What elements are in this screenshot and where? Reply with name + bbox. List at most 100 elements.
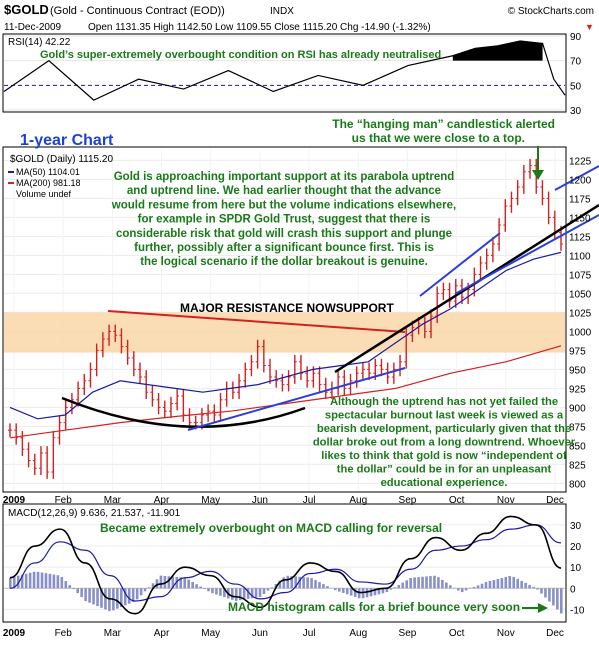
macd-histogram-bar	[556, 588, 559, 610]
macd-histogram-bar	[147, 587, 151, 589]
macd-histogram-bar	[389, 588, 393, 590]
macd-histogram-bar	[84, 588, 87, 602]
x-tick-label-macd: Sep	[399, 628, 417, 639]
macd-histogram-bar	[326, 586, 329, 589]
x-tick-label: Jul	[303, 495, 316, 506]
price-tick-label: 975	[569, 346, 586, 357]
macd-tick-label: -10	[570, 605, 585, 616]
macd-histogram-bar	[16, 575, 20, 589]
parabola-uptrend	[61, 396, 306, 429]
rsi-label: RSI(14) 42.22	[8, 37, 71, 48]
price-tick-label: 1075	[569, 270, 592, 281]
x-tick-label: Mar	[104, 495, 122, 506]
macd-histogram-bar	[159, 575, 163, 589]
macd-histogram-bar	[338, 588, 341, 592]
hanging-man-arrowhead	[532, 170, 544, 180]
macd-histogram-bar	[377, 588, 381, 595]
x-tick-label-macd: 2009	[3, 628, 26, 639]
annotation-line: spectacular burnout last week is viewed …	[325, 410, 564, 422]
macd-histogram-bar	[223, 588, 226, 598]
macd-histogram-bar	[504, 576, 508, 589]
price-tick-label: 1150	[569, 213, 591, 224]
macd-histogram-bar	[488, 581, 492, 589]
macd-histogram-bar	[108, 588, 111, 612]
macd-histogram-bar	[123, 588, 127, 606]
annotation-line: and uptrend line. We had earlier thought…	[127, 185, 441, 197]
macd-histogram-bar	[310, 578, 313, 589]
macd-tick-label: 10	[570, 563, 582, 574]
macd-histogram-bar	[318, 582, 321, 589]
x-tick-label-macd: Mar	[104, 628, 122, 639]
macd-annotation-top: Became extremely overbought on MACD call…	[100, 521, 442, 535]
macd-histogram-bar	[266, 588, 270, 591]
macd-histogram-bar	[131, 588, 135, 602]
stockcharts-watermark: © StockCharts.com	[508, 6, 594, 17]
annotation-line: would resume from here but the volume in…	[111, 199, 456, 211]
macd-histogram-bar	[476, 585, 480, 589]
macd-histogram-bar	[60, 577, 64, 589]
x-tick-label-macd: Dec	[546, 628, 564, 639]
macd-histogram-bar	[52, 574, 56, 589]
macd-histogram	[9, 571, 563, 614]
price-tick-label: 850	[569, 441, 586, 452]
macd-histogram-bar	[516, 578, 519, 589]
rsi-overbought-area	[452, 40, 543, 61]
macd-histogram-bar	[449, 585, 452, 589]
macd-histogram-bar	[393, 587, 397, 589]
macd-histogram-bar	[76, 588, 79, 594]
annotation-line: likes to think that gold is now “indepen…	[321, 450, 567, 462]
macd-histogram-bar	[425, 576, 428, 589]
macd-histogram-bar	[298, 576, 301, 589]
rsi-series	[3, 40, 566, 101]
macd-histogram-bar	[262, 588, 266, 595]
macd-histogram-bar	[139, 588, 143, 596]
resistance-band	[4, 312, 565, 353]
macd-histogram-bar	[116, 588, 119, 609]
macd-histogram-bar	[92, 588, 95, 605]
rsi-tick-label: 90	[570, 32, 582, 43]
macd-histogram-bar	[345, 588, 349, 595]
hanging-man-annotation: The “hanging man” candlestick alerted us…	[332, 117, 555, 180]
chart-quote: Open 1131.35 High 1142.50 Low 1109.55 Cl…	[88, 22, 431, 33]
hanging-man-line-1: The “hanging man” candlestick alerted	[332, 117, 555, 131]
macd-histogram-bar	[484, 582, 488, 589]
annotation-line: bearish development, particularly given …	[317, 423, 571, 435]
rsi-tick-label: 30	[570, 106, 582, 117]
macd-label: MACD(12,26,9) 9.636, 21.537, -11.901	[8, 508, 181, 519]
macd-histogram-bar	[80, 588, 83, 598]
chart-exchange: INDX	[270, 6, 294, 17]
x-tick-label-macd: Apr	[154, 628, 170, 639]
macd-histogram-bar	[242, 588, 246, 600]
macd-histogram-bar	[369, 588, 373, 597]
macd-histogram-bar	[143, 588, 147, 592]
one-year-chart-label: 1-year Chart	[20, 132, 114, 149]
rsi-tick-label: 50	[570, 81, 582, 92]
macd-histogram-bar	[508, 575, 512, 589]
channel-line-blue-low	[454, 214, 599, 295]
x-tick-label-macd: Oct	[449, 628, 465, 639]
macd-histogram-bar	[294, 576, 298, 589]
macd-histogram-bar	[552, 588, 555, 606]
macd-histogram-bar	[151, 583, 155, 589]
macd-histogram-bar	[496, 578, 500, 589]
macd-histogram-bar	[254, 588, 258, 598]
price-tick-label: 1100	[569, 251, 591, 262]
x-tick-label: Nov	[497, 495, 515, 506]
macd-histogram-bar	[405, 580, 409, 589]
macd-histogram-bar	[167, 576, 171, 589]
macd-histogram-bar	[560, 588, 563, 614]
price-tick-label: 825	[569, 460, 586, 471]
price-tick-label: 1050	[569, 289, 592, 300]
macd-histogram-bar	[211, 588, 214, 594]
macd-arrowhead	[538, 603, 548, 613]
macd-histogram-bar	[524, 582, 527, 589]
macd-histogram-bar	[171, 576, 175, 589]
macd-histogram-bar	[520, 580, 523, 589]
macd-histogram-bar	[381, 588, 385, 594]
x-tick-label: Aug	[349, 495, 367, 506]
x-tick-label-macd: May	[201, 628, 220, 639]
x-tick-label: Sep	[399, 495, 417, 506]
macd-histogram-bar	[528, 584, 531, 589]
macd-histogram-bar	[278, 580, 282, 589]
macd-histogram-bar	[9, 577, 12, 589]
